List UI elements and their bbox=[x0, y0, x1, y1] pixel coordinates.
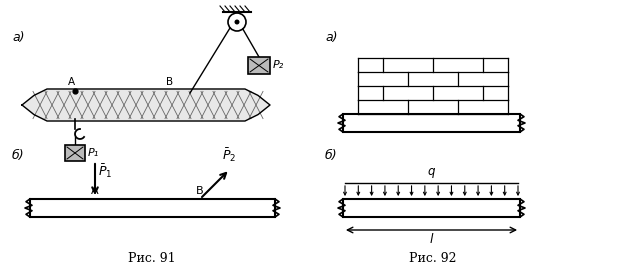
Text: $\bar{P}_2$: $\bar{P}_2$ bbox=[222, 147, 236, 164]
Bar bbox=[248, 57, 270, 74]
Text: а): а) bbox=[325, 31, 338, 44]
Text: б): б) bbox=[325, 149, 338, 162]
Text: а): а) bbox=[12, 31, 24, 44]
Text: P₁: P₁ bbox=[88, 148, 99, 158]
Text: B: B bbox=[196, 186, 204, 196]
Text: B: B bbox=[166, 77, 174, 87]
Circle shape bbox=[234, 19, 239, 24]
Text: l: l bbox=[430, 233, 433, 246]
Text: Рис. 92: Рис. 92 bbox=[409, 252, 457, 265]
Bar bbox=[30, 199, 275, 217]
Text: Рис. 91: Рис. 91 bbox=[128, 252, 176, 265]
Polygon shape bbox=[22, 89, 270, 121]
Bar bbox=[343, 199, 520, 217]
Text: A: A bbox=[68, 77, 74, 87]
Text: q: q bbox=[428, 165, 435, 178]
Bar bbox=[65, 145, 85, 161]
Text: $\bar{P}_1$: $\bar{P}_1$ bbox=[98, 162, 112, 180]
Text: P₂: P₂ bbox=[273, 60, 284, 71]
Text: б): б) bbox=[12, 149, 24, 162]
Text: A: A bbox=[91, 186, 99, 196]
Bar bbox=[343, 114, 520, 132]
